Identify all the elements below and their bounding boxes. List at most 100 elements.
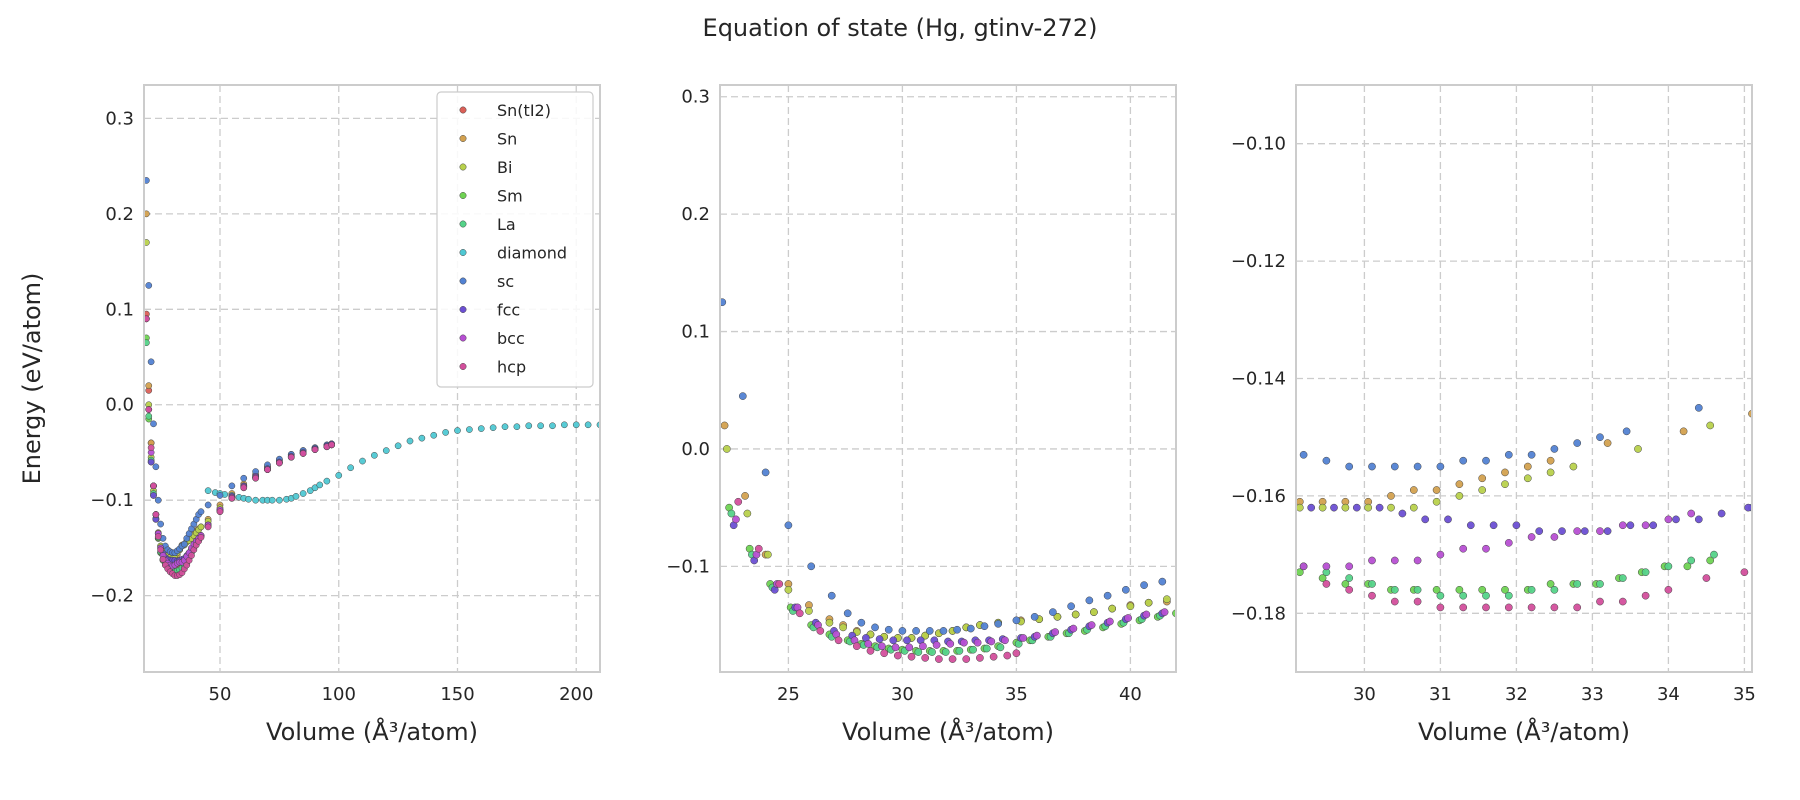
data-point [561, 421, 568, 429]
data-point [1413, 462, 1422, 471]
data-point [976, 654, 984, 662]
data-point [1546, 456, 1555, 465]
data-point [371, 451, 378, 459]
data-point [1090, 608, 1098, 616]
data-point [1012, 649, 1021, 658]
data-point [1345, 574, 1354, 582]
data-point [359, 457, 366, 465]
data-point [1432, 497, 1441, 506]
legend-marker [459, 163, 467, 171]
data-point [144, 315, 150, 323]
data-point [228, 482, 236, 490]
x-tick-label: 31 [1429, 684, 1452, 705]
x-tick-label: 150 [440, 684, 474, 705]
data-point [1527, 533, 1536, 541]
data-point [1318, 574, 1327, 582]
data-point [1596, 433, 1604, 442]
legend-marker [459, 306, 467, 313]
data-point [1501, 468, 1509, 477]
data-point [197, 534, 205, 541]
data-point [962, 655, 971, 663]
data-point [1573, 439, 1582, 447]
data-point [1489, 521, 1498, 530]
data-point [1573, 527, 1582, 535]
data-point [584, 421, 592, 429]
data-point [197, 508, 205, 515]
legend-marker [459, 192, 467, 199]
data-point [816, 627, 825, 635]
data-point [299, 490, 307, 497]
data-point [157, 520, 164, 528]
data-point [973, 638, 982, 647]
data-point [150, 482, 157, 490]
data-point [980, 622, 989, 631]
series-hcp [734, 497, 1021, 663]
legend-label: Bi [497, 158, 512, 177]
series-sn [1296, 409, 1752, 506]
data-point [216, 508, 224, 515]
data-point [921, 654, 930, 662]
legend-label: bcc [497, 329, 525, 348]
data-point [1459, 544, 1468, 553]
data-point [989, 652, 998, 661]
data-point [150, 420, 157, 428]
data-point [240, 484, 248, 492]
data-point [827, 591, 836, 600]
legend-box [436, 91, 594, 388]
data-point [1649, 521, 1658, 530]
y-tick-label: 0.3 [681, 87, 710, 108]
data-point [572, 421, 580, 429]
data-point [418, 434, 426, 442]
data-point [1622, 427, 1631, 436]
legend-label: hcp [497, 358, 526, 377]
data-point [1478, 474, 1487, 483]
data-point [159, 556, 167, 563]
data-point [741, 492, 749, 500]
legend-marker [459, 106, 467, 114]
x-tick-label: 25 [777, 684, 800, 705]
data-point [1341, 580, 1350, 588]
data-point [722, 445, 731, 453]
y-axis-label: Energy (eV/atom) [18, 273, 46, 485]
data-point [1341, 503, 1350, 512]
data-point [1694, 515, 1703, 524]
data-point [1124, 614, 1132, 622]
series-sm [144, 334, 335, 577]
data-point [1535, 527, 1544, 535]
data-point [1368, 556, 1376, 565]
y-tick-label: 0.2 [681, 204, 710, 225]
data-point [1012, 616, 1021, 625]
data-point [1482, 591, 1490, 600]
subplot-3: 30 31 32 33 34 35 −0.18 −0.16 −0.14 −0.12 −0.10 Vol… [1231, 84, 1756, 746]
x-tick-label: 100 [322, 684, 356, 705]
data-point [188, 552, 195, 559]
legend-label: Sn(tI2) [497, 101, 551, 120]
data-point [1550, 533, 1559, 541]
data-points [1296, 404, 1752, 612]
data-point [1706, 421, 1715, 430]
data-point [240, 474, 248, 482]
data-point [1432, 486, 1441, 494]
legend-label: sc [497, 272, 514, 291]
data-point [898, 627, 907, 635]
data-point [1603, 527, 1612, 535]
data-point [152, 463, 160, 471]
data-point [1432, 585, 1441, 594]
x-tick-label: 30 [891, 684, 914, 705]
data-point [1501, 480, 1509, 489]
y-tick-label: −0.2 [90, 586, 134, 607]
data-point [1478, 585, 1487, 594]
data-point [948, 655, 957, 663]
data-point [935, 655, 943, 663]
data-point [1436, 603, 1445, 612]
data-point [982, 644, 991, 653]
data-point [720, 298, 727, 307]
data-point [1390, 462, 1399, 471]
data-point [1523, 474, 1532, 483]
data-point [145, 282, 153, 289]
data-point [878, 642, 886, 651]
data-point [154, 533, 162, 540]
data-point [1051, 628, 1060, 636]
data-point [1455, 585, 1464, 594]
data-point [1504, 450, 1513, 459]
